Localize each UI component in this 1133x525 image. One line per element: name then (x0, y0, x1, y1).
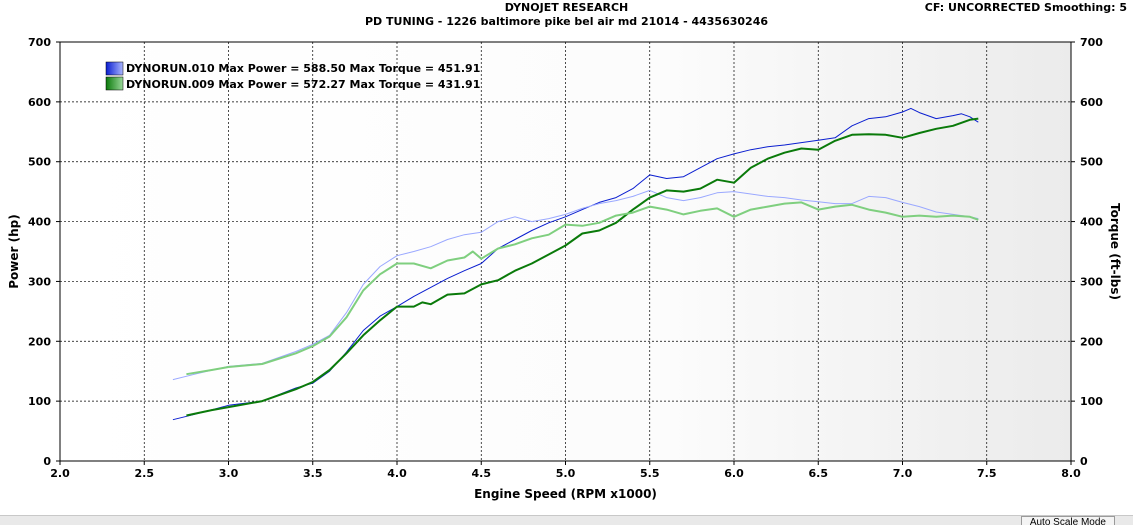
legend: DYNORUN.010 Max Power = 588.50 Max Torqu… (105, 61, 480, 91)
gridlines (60, 42, 1071, 461)
y2-tick-label: 700 (1080, 36, 1103, 49)
y-axis-label: Power (hp) (7, 214, 21, 288)
y2-tick-label: 200 (1080, 335, 1103, 348)
y2-tick-label: 300 (1080, 275, 1103, 288)
y2-tick-label: 100 (1080, 395, 1103, 408)
series-dynorun-010-torque-line (172, 189, 979, 381)
series-lines (172, 107, 979, 421)
y-axis-ticks: 0 100 200 300 400 500 600 700 (28, 36, 60, 468)
y2-tick-label: 0 (1080, 455, 1088, 468)
y2-tick-label: 400 (1080, 216, 1103, 229)
y-tick-label: 300 (28, 275, 51, 288)
x-tick-label: 6.5 (809, 467, 829, 480)
y2-axis-ticks: 0 100 200 300 400 500 600 700 (1071, 36, 1103, 468)
x-axis-label: Engine Speed (RPM x1000) (474, 487, 657, 501)
x-tick-label: 2.0 (50, 467, 70, 480)
series-dynorun-010-power-line (172, 107, 979, 421)
legend-entry-run-009: DYNORUN.009 Max Power = 572.27 Max Torqu… (126, 78, 480, 91)
x-tick-label: 4.0 (387, 467, 407, 480)
series-dynorun-009-torque-line (186, 201, 979, 376)
correction-smoothing-info: CF: UNCORRECTED Smoothing: 5 (924, 1, 1127, 14)
legend-swatch-run-010 (105, 61, 124, 76)
x-tick-label: 5.0 (556, 467, 576, 480)
y-tick-label: 500 (28, 156, 51, 169)
x-tick-label: 4.5 (472, 467, 492, 480)
y2-tick-label: 500 (1080, 156, 1103, 169)
x-tick-label: 7.0 (893, 467, 913, 480)
y-tick-label: 600 (28, 96, 51, 109)
x-tick-label: 2.5 (135, 467, 155, 480)
series-dynorun-009-power-line (186, 117, 979, 417)
chart-subtitle: PD TUNING - 1226 baltimore pike bel air … (364, 15, 769, 28)
x-axis-ticks: 2.0 2.5 3.0 3.5 4.0 4.5 5.0 5.5 6.0 6.5 7.0 7.5 8.0 (50, 461, 1081, 480)
x-tick-label: 5.5 (640, 467, 660, 480)
y-tick-label: 0 (43, 455, 51, 468)
y-tick-label: 400 (28, 216, 51, 229)
y2-tick-label: 600 (1080, 96, 1103, 109)
legend-entry-run-010: DYNORUN.010 Max Power = 588.50 Max Torqu… (126, 62, 480, 75)
status-bar: Auto Scale Mode (0, 515, 1133, 525)
x-tick-label: 7.5 (977, 467, 997, 480)
y-tick-label: 200 (28, 335, 51, 348)
x-tick-label: 8.0 (1061, 467, 1081, 480)
y2-axis-label: Torque (ft-lbs) (1108, 203, 1122, 300)
chart-title: DYNOJET RESEARCH (504, 1, 629, 14)
y-tick-label: 700 (28, 36, 51, 49)
x-tick-label: 6.0 (724, 467, 744, 480)
y-tick-label: 100 (28, 395, 51, 408)
legend-swatch-run-009 (105, 76, 124, 91)
x-tick-label: 3.0 (219, 467, 239, 480)
x-tick-label: 3.5 (303, 467, 323, 480)
auto-scale-mode-button[interactable]: Auto Scale Mode (1020, 516, 1115, 525)
